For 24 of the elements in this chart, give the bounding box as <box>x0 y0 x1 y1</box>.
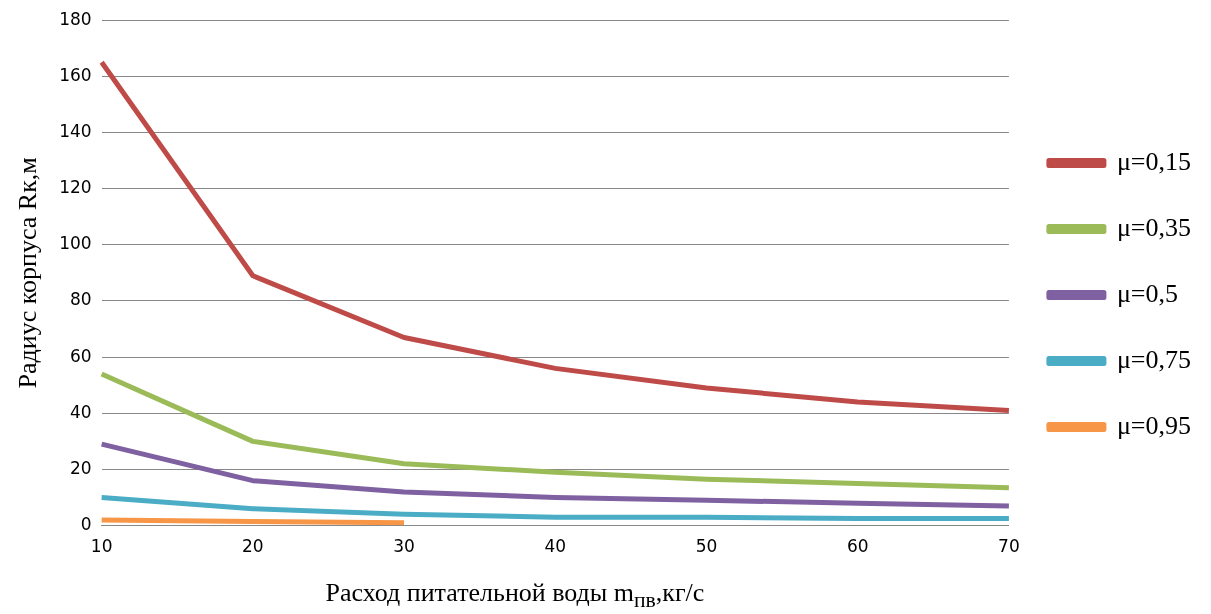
x-tick-label: 50 <box>695 536 718 557</box>
y-tick-label: 60 <box>70 345 92 366</box>
y-axis-title: Радиус корпуса Rк,м <box>13 157 43 389</box>
legend-label: μ=0,35 <box>1116 212 1192 242</box>
y-tick-label: 0 <box>80 514 92 535</box>
legend-label: μ=0,5 <box>1116 278 1179 308</box>
y-tick-label: 80 <box>70 289 92 310</box>
x-tick-label: 70 <box>998 536 1020 557</box>
y-tick-label: 40 <box>70 401 92 422</box>
x-tick-label: 60 <box>846 536 869 557</box>
x-axis-title: Расход питательной воды m$_{пв}$,кг/с <box>324 578 706 614</box>
y-tick-label: 100 <box>59 233 92 254</box>
x-tick-label: 10 <box>90 536 113 557</box>
y-tick-label: 160 <box>59 64 92 85</box>
x-tick-label: 20 <box>242 536 264 557</box>
legend-label: μ=0,75 <box>1116 344 1192 374</box>
y-tick-label: 180 <box>59 8 92 29</box>
x-tick-label: 30 <box>393 536 415 557</box>
y-tick-label: 140 <box>59 120 92 141</box>
x-tick-label: 40 <box>544 536 567 557</box>
y-tick-label: 120 <box>59 177 92 198</box>
legend-label: μ=0,15 <box>1116 146 1192 176</box>
legend-label: μ=0,95 <box>1116 410 1192 440</box>
y-tick-label: 20 <box>70 457 92 478</box>
